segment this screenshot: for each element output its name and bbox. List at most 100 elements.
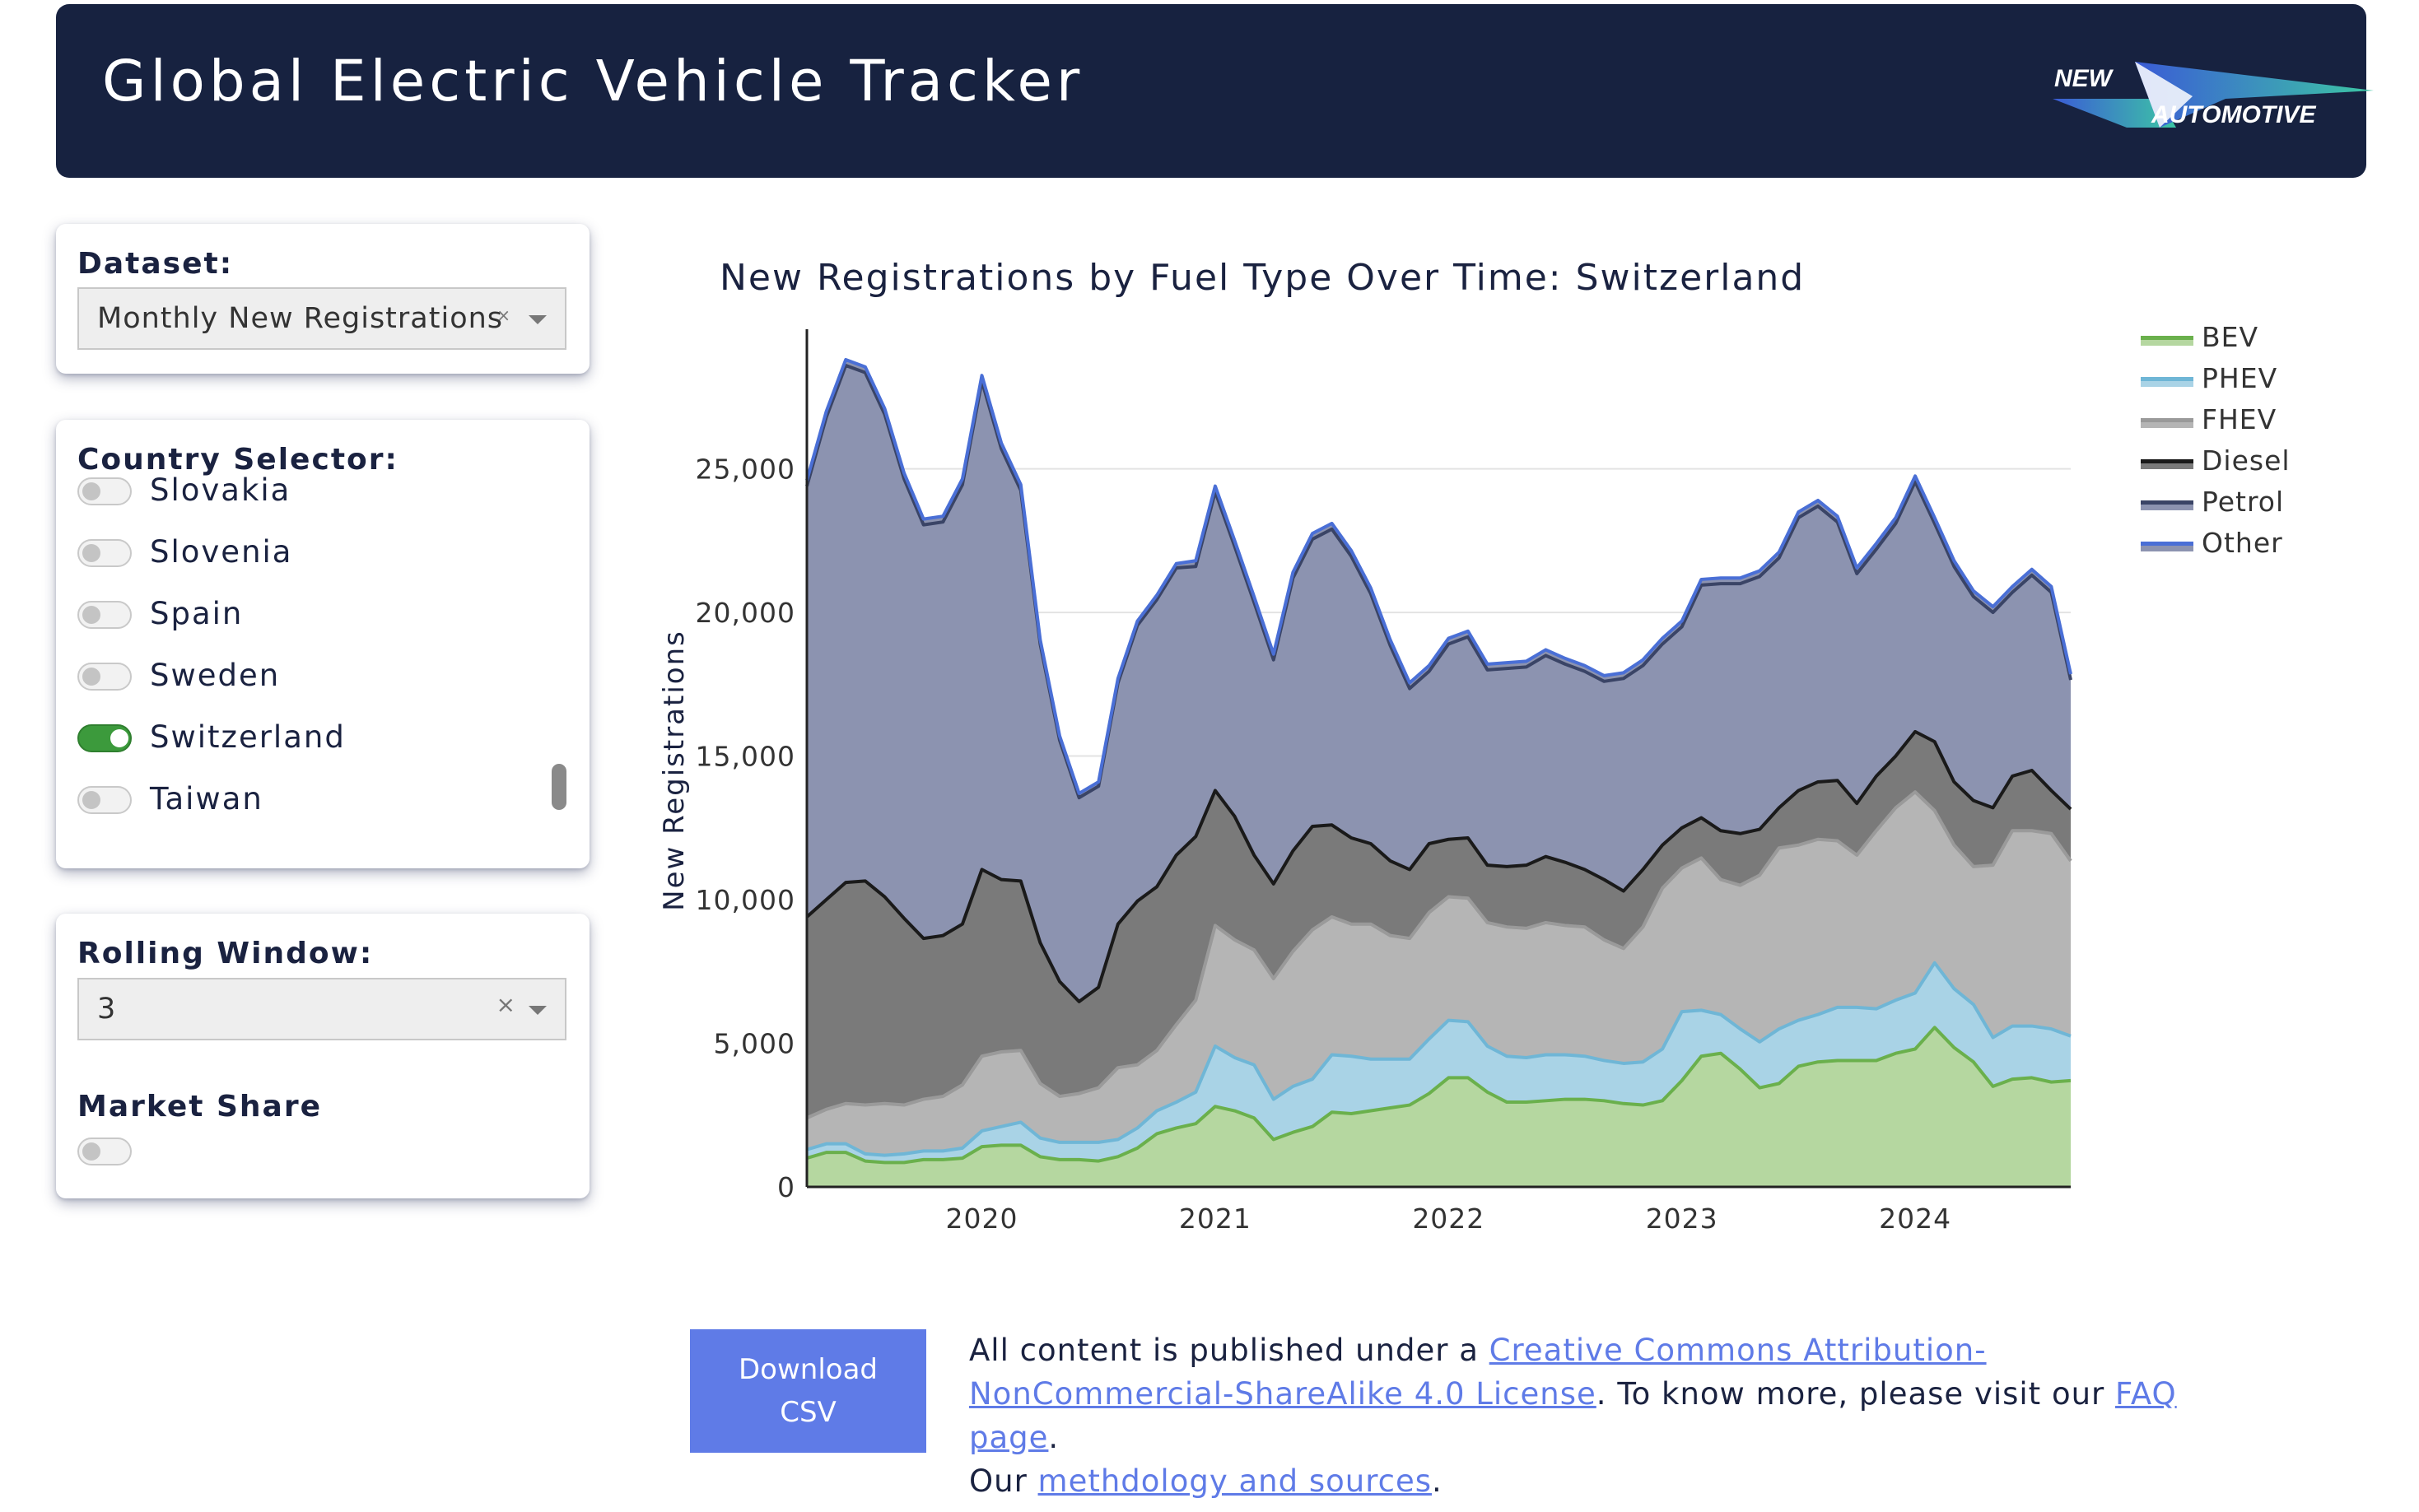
area-bev[interactable]	[807, 1027, 2071, 1187]
dataset-panel: Dataset: Monthly New Registrations ×	[56, 224, 590, 374]
x-tick-label: 2023	[1646, 1203, 1718, 1235]
rolling-window-selected-value: 3	[97, 993, 117, 1026]
x-tick-label: 2022	[1412, 1203, 1484, 1235]
line-diesel[interactable]	[805, 729, 2072, 1003]
y-tick-label: 0	[777, 1171, 795, 1203]
app-header: Global Electric Vehicle Tracker NEW AUTO…	[56, 4, 2374, 178]
clear-icon[interactable]: ×	[496, 991, 515, 1018]
toggle-knob	[82, 606, 100, 624]
license-text-part: All content is published under a	[969, 1333, 1489, 1368]
logo-graphic: NEW AUTOMOTIVE	[2053, 62, 2374, 128]
country-label: Taiwan	[150, 781, 263, 816]
license-text-part: . To know more, please visit our	[1596, 1376, 2115, 1412]
y-tick-label: 25,000	[696, 454, 795, 486]
country-selector-panel: Country Selector: Slovakia Slovenia Spain S…	[56, 420, 590, 868]
country-selector-label: Country Selector:	[77, 443, 399, 477]
legend-label: FHEV	[2202, 403, 2277, 435]
country-option-slovenia[interactable]: Slovenia	[77, 534, 538, 575]
country-option-taiwan[interactable]: Taiwan	[77, 781, 538, 822]
methodology-text: Our	[969, 1463, 1038, 1499]
methodology-text-end: .	[1432, 1463, 1443, 1499]
line-other[interactable]	[805, 357, 2072, 795]
license-text-part: .	[1048, 1420, 1060, 1455]
country-toggle[interactable]	[77, 663, 132, 691]
line-fhev[interactable]	[806, 790, 2072, 1120]
y-axis-title: New Registrations	[658, 630, 691, 911]
faq-link[interactable]: FAQ page	[969, 1376, 2177, 1455]
x-tick-label: 2024	[1879, 1203, 1951, 1235]
country-label: Switzerland	[150, 719, 346, 755]
legend-swatch	[2141, 336, 2193, 346]
new-automotive-logo[interactable]: NEW AUTOMOTIVE	[2053, 54, 2390, 136]
legend-item-other[interactable]: Other	[2141, 527, 2355, 568]
area-phev[interactable]	[807, 962, 2071, 1163]
chart-area: New Registrations by Fuel Type Over Time…	[634, 239, 2396, 1268]
toggle-knob	[82, 544, 100, 562]
market-share-toggle[interactable]	[77, 1137, 132, 1165]
clear-icon[interactable]: ×	[496, 305, 510, 325]
legend-swatch	[2141, 459, 2193, 469]
country-toggle[interactable]	[77, 786, 132, 814]
rolling-window-panel: Rolling Window: 3 × Market Share	[56, 914, 590, 1198]
y-tick-label: 5,000	[714, 1028, 795, 1060]
app-title: Global Electric Vehicle Tracker	[102, 49, 1084, 114]
country-option-slovakia[interactable]: Slovakia	[77, 472, 538, 514]
y-tick-label: 20,000	[696, 597, 795, 629]
logo-text-new: NEW	[2054, 65, 2114, 92]
country-option-sweden[interactable]: Sweden	[77, 658, 538, 699]
country-toggle[interactable]	[77, 601, 132, 629]
country-label: Sweden	[150, 658, 281, 693]
toggle-knob	[82, 482, 100, 500]
line-bev[interactable]	[806, 1026, 2072, 1165]
y-tick-label: 10,000	[696, 884, 795, 916]
legend-label: Petrol	[2202, 486, 2285, 518]
toggle-knob	[82, 791, 100, 809]
legend-item-phev[interactable]: PHEV	[2141, 362, 2355, 403]
x-tick-label: 2021	[1179, 1203, 1251, 1235]
toggle-knob	[82, 668, 100, 686]
legend-item-bev[interactable]: BEV	[2141, 321, 2355, 362]
legend-swatch	[2141, 377, 2193, 387]
country-toggle[interactable]	[77, 477, 132, 505]
rolling-window-label: Rolling Window:	[77, 937, 374, 970]
license-link[interactable]: Creative Commons Attribution-NonCommerci…	[969, 1333, 1987, 1412]
license-text: All content is published under a Creativ…	[969, 1328, 2204, 1503]
logo-text-automotive: AUTOMOTIVE	[2151, 101, 2316, 128]
toggle-knob	[110, 729, 128, 747]
legend-swatch	[2141, 542, 2193, 551]
legend-swatch	[2141, 418, 2193, 428]
line-petrol[interactable]	[805, 363, 2072, 800]
legend-label: BEV	[2202, 321, 2259, 353]
x-tick-label: 2020	[946, 1203, 1018, 1235]
methodology-link[interactable]: methdology and sources	[1037, 1463, 1433, 1499]
chevron-down-icon[interactable]	[529, 315, 547, 324]
legend-label: Other	[2202, 527, 2283, 559]
country-label: Slovenia	[150, 534, 293, 570]
legend-swatch	[2141, 500, 2193, 510]
toggle-knob	[82, 1142, 100, 1161]
dataset-dropdown[interactable]: Monthly New Registrations ×	[77, 287, 566, 350]
y-tick-label: 15,000	[696, 741, 795, 773]
download-csv-button[interactable]: Download CSV	[690, 1329, 926, 1453]
line-phev[interactable]	[806, 961, 2072, 1157]
market-share-label: Market Share	[77, 1090, 323, 1124]
chart-legend: BEV PHEV FHEV Diesel Petrol Other	[2141, 321, 2355, 568]
country-toggle[interactable]	[77, 539, 132, 567]
country-option-spain[interactable]: Spain	[77, 596, 538, 637]
chevron-down-icon[interactable]	[529, 1006, 547, 1015]
country-option-switzerland[interactable]: Switzerland	[77, 719, 538, 761]
country-list-scrollbar[interactable]	[552, 764, 566, 810]
legend-item-petrol[interactable]: Petrol	[2141, 486, 2355, 527]
area-fhev[interactable]	[807, 792, 2071, 1156]
area-diesel[interactable]	[807, 731, 2071, 1119]
chart-title: New Registrations by Fuel Type Over Time…	[720, 257, 1806, 299]
rolling-window-dropdown[interactable]: 3 ×	[77, 978, 566, 1040]
legend-item-fhev[interactable]: FHEV	[2141, 403, 2355, 444]
legend-label: Diesel	[2202, 444, 2291, 477]
country-toggle[interactable]	[77, 724, 132, 752]
legend-item-diesel[interactable]: Diesel	[2141, 444, 2355, 486]
dataset-selected-value: Monthly New Registrations	[97, 302, 504, 335]
area-petrol[interactable]	[807, 365, 2071, 1002]
dataset-label: Dataset:	[77, 247, 234, 281]
stacked-area-chart[interactable]: 0 5,000 10,000 15,000 20,000 25,000 2020 2021 20…	[634, 239, 2141, 1268]
